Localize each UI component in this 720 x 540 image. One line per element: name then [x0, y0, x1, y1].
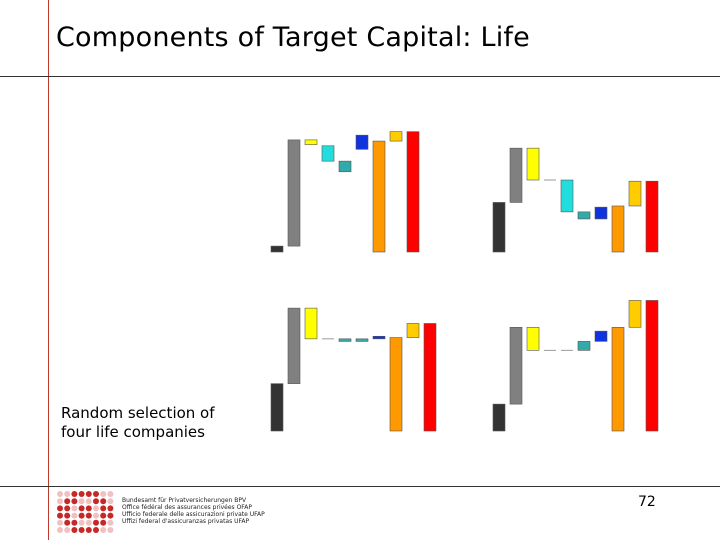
- waterfall-chart-2: [492, 147, 659, 253]
- bpv-logo-icon: [57, 491, 114, 533]
- chart-2-bar-8: [611, 205, 625, 253]
- logo-text: Bundesamt für Privatversicherungen BPV O…: [122, 497, 265, 525]
- chart-1-bar-8: [389, 131, 403, 142]
- logo-line-3: Ufficio federale delle assicurazioni pri…: [122, 511, 265, 518]
- caption-line-1: Random selection of: [61, 404, 215, 422]
- chart-4-bar-1: [492, 403, 506, 432]
- chart-1-bar-1: [270, 245, 284, 253]
- chart-2-bar-2: [509, 147, 523, 203]
- chart-1-bar-2: [287, 139, 301, 247]
- title-underline: [0, 76, 720, 77]
- chart-2-bar-5: [560, 179, 574, 213]
- chart-3-bar-9: [406, 323, 420, 338]
- chart-4-bar-6: [577, 341, 591, 351]
- chart-2-bar-1: [492, 202, 506, 253]
- chart-3-bar-1: [270, 383, 284, 432]
- slide-left-rule: [48, 0, 49, 540]
- chart-3-bar-7: [372, 335, 386, 340]
- logo-line-4: Uffizi federal d'assicuranzas privatas U…: [122, 518, 250, 525]
- chart-2-bar-9: [628, 180, 642, 207]
- chart-4-bar-7: [594, 330, 608, 342]
- chart-2-bar-7: [594, 206, 608, 220]
- logo-line-1: Bundesamt für Privatversicherungen BPV: [122, 497, 247, 504]
- waterfall-chart-1: [270, 131, 420, 253]
- chart-caption: Random selection of four life companies: [61, 404, 215, 442]
- logo-line-2: Office fédéral des assurances privées OF…: [122, 504, 252, 511]
- chart-3-bar-8: [389, 337, 403, 432]
- chart-4-bar-3: [526, 327, 540, 351]
- chart-2-bar-3: [526, 147, 540, 181]
- chart-1-bar-6: [355, 134, 369, 150]
- chart-1-bar-9: [406, 131, 420, 253]
- chart-4-bar-9: [628, 300, 642, 328]
- waterfall-chart-4: [492, 300, 659, 432]
- chart-3-bar-6: [355, 338, 369, 342]
- slide-title: Components of Target Capital: Life: [56, 22, 530, 53]
- chart-3-bar-5: [338, 338, 352, 342]
- caption-line-2: four life companies: [61, 423, 205, 441]
- chart-4-bar-8: [611, 327, 625, 432]
- chart-1-bar-5: [338, 160, 352, 173]
- waterfall-chart-3: [270, 307, 437, 432]
- chart-2-bar-6: [577, 211, 591, 220]
- chart-3-bar-3: [304, 307, 318, 340]
- chart-3-bar-2: [287, 307, 301, 384]
- chart-3-bar-10: [423, 323, 437, 432]
- page-number: 72: [638, 494, 656, 510]
- footer-rule: [0, 486, 720, 487]
- chart-4-bar-2: [509, 327, 523, 405]
- chart-1-bar-7: [372, 140, 386, 253]
- chart-1-bar-3: [304, 139, 318, 145]
- chart-2-bar-10: [645, 180, 659, 253]
- chart-4-bar-10: [645, 300, 659, 432]
- chart-1-bar-4: [321, 145, 335, 162]
